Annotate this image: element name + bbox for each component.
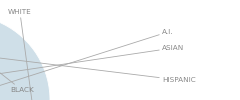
Wedge shape [0,15,50,100]
Text: BLACK: BLACK [0,22,34,93]
Text: HISPANIC: HISPANIC [0,46,196,83]
Text: ASIAN: ASIAN [0,45,184,91]
Text: WHITE: WHITE [8,9,37,100]
Text: A.I.: A.I. [0,29,174,100]
